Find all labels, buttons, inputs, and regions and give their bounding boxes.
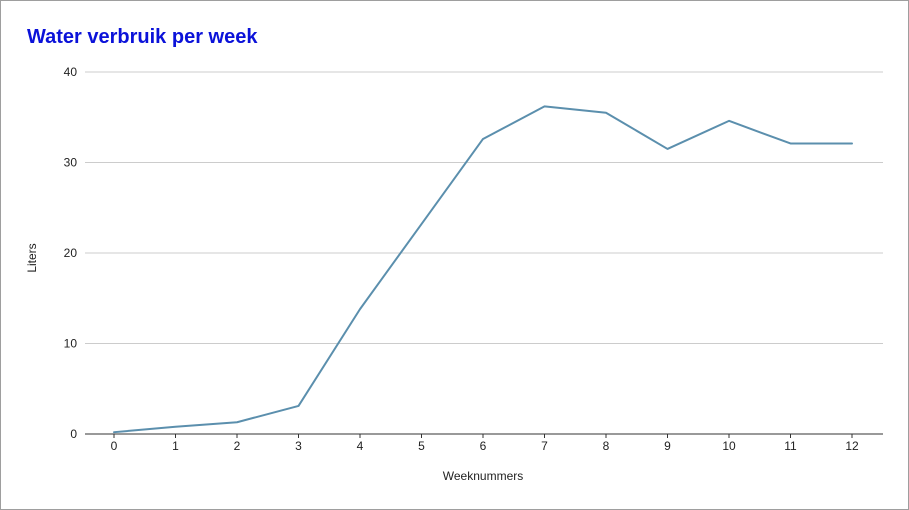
series-line (113, 105, 853, 434)
chart-title: Water verbruik per week (27, 26, 258, 48)
x-tick-label: 2 (234, 439, 241, 453)
x-tick-label: 6 (480, 439, 487, 453)
x-axis-label: Weeknummers (443, 469, 523, 483)
data-point (851, 142, 853, 144)
x-tick-label: 12 (845, 439, 859, 453)
data-point (113, 431, 115, 433)
x-tick-label: 10 (722, 439, 736, 453)
y-tick-label: 10 (64, 337, 78, 351)
y-tick-label: 0 (70, 427, 77, 441)
y-tick-label: 20 (64, 246, 78, 260)
x-tick-label: 4 (357, 439, 364, 453)
y-axis-ticks: 0 10 20 30 40 (64, 65, 78, 441)
gridlines (85, 71, 883, 344)
x-tick-label: 3 (295, 439, 302, 453)
x-tick-label: 9 (664, 439, 671, 453)
data-point (175, 426, 177, 428)
x-tick-label: 7 (541, 439, 548, 453)
data-point (605, 112, 607, 114)
data-point (728, 120, 730, 122)
data-point (790, 142, 792, 144)
series-layer (113, 105, 853, 434)
data-point (667, 148, 669, 150)
x-tick-label: 5 (418, 439, 425, 453)
x-tick-label: 1 (172, 439, 179, 453)
data-point (482, 138, 484, 140)
y-tick-label: 40 (64, 65, 78, 79)
data-point (544, 105, 546, 107)
x-tick-label: 8 (603, 439, 610, 453)
data-point (359, 308, 361, 310)
data-point (298, 405, 300, 407)
y-axis-label: Liters (25, 243, 39, 272)
data-point (236, 421, 238, 423)
x-axis-ticks: 0 1 2 3 4 5 6 7 8 9 10 11 12 (111, 434, 859, 453)
data-point (421, 223, 423, 225)
y-tick-label: 30 (64, 156, 78, 170)
x-tick-label: 0 (111, 439, 118, 453)
x-tick-label: 11 (784, 439, 797, 453)
